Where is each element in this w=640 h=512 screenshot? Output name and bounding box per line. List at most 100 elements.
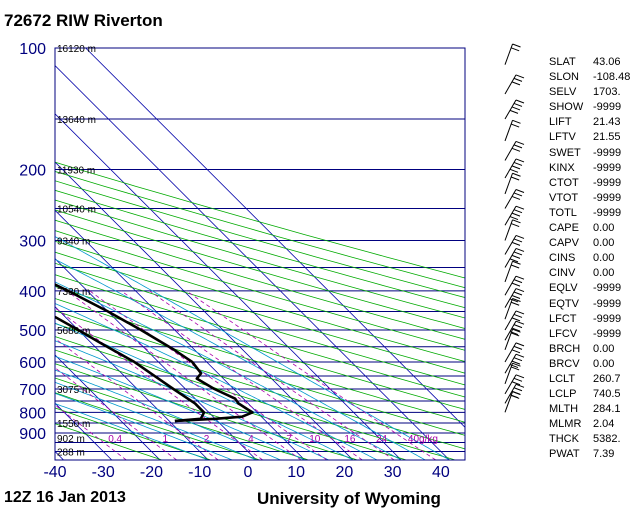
moist-adiabat [55, 258, 426, 460]
wind-barb-feather [511, 360, 521, 365]
index-row: BRCH 0.00 [549, 342, 630, 357]
plot-frame [54, 47, 466, 461]
index-value: 21.43 [593, 116, 621, 129]
wind-barb-feather [513, 77, 523, 82]
wind-barb-icon [504, 172, 521, 195]
wind-barb-icon [504, 342, 525, 363]
wind-barb-feather [510, 123, 520, 128]
station-title: 72672 RIW Riverton [4, 11, 163, 30]
index-row: LCLP 740.5 [549, 387, 630, 402]
mixing-ratio-label: 10 [309, 434, 321, 445]
index-value: 740.5 [593, 388, 621, 401]
index-value: -9999 [593, 327, 622, 340]
wind-barb-staff [504, 363, 513, 385]
mixing-ratio-label: 2 [204, 434, 210, 445]
wind-barb-feather [510, 332, 520, 337]
index-value: 284.1 [593, 403, 621, 416]
wind-barb-staff [504, 205, 517, 226]
height-label: 3075 m [57, 385, 90, 396]
index-value: 0.00 [593, 342, 615, 355]
dry-adiabat [55, 298, 465, 423]
wind-barb-feather [513, 102, 523, 107]
index-value: -9999 [593, 161, 622, 174]
isotherm-line [85, 48, 465, 428]
wind-barb-staff [504, 120, 513, 142]
wind-barb-icon [504, 288, 525, 308]
pressure-tick-label: 300 [19, 233, 46, 250]
wind-barb-feather [511, 106, 521, 111]
wind-barb-feather [515, 99, 525, 104]
dry-adiabat [55, 274, 465, 398]
index-name: CINS [549, 252, 576, 265]
index-row: SLON -108.48 [549, 70, 630, 85]
index-name: SLAT [549, 56, 576, 68]
dry-adiabat [55, 262, 465, 386]
wind-barb-feather [511, 165, 521, 170]
wind-barb-feather [513, 192, 523, 197]
temperature-tick-label: -40 [43, 464, 66, 481]
wind-barb-icon [504, 43, 521, 65]
wind-barb-feather [511, 327, 521, 332]
wind-barb-icon [504, 219, 521, 241]
dry-adiabat [55, 423, 162, 460]
mixing-ratio-label: 4 [248, 434, 254, 445]
pressure-tick-label: 800 [19, 405, 46, 422]
moist-adiabat [55, 236, 450, 460]
pressure-tick-label: 500 [19, 323, 46, 340]
index-row: CINV 0.00 [549, 266, 630, 281]
wind-barb-feather [513, 377, 523, 382]
wind-barb-feather [513, 279, 523, 284]
wind-barb-feather [515, 383, 525, 388]
index-row: PWAT 7.39 [549, 447, 630, 462]
temperature-tick-label: 40 [432, 464, 450, 481]
pressure-tick-label: 900 [19, 426, 46, 443]
index-value: 0.00 [593, 237, 615, 250]
index-row: SWET -9999 [549, 146, 630, 161]
wind-barb-feather [513, 291, 523, 296]
index-value: -9999 [593, 176, 622, 189]
index-value: 0.00 [593, 222, 615, 235]
moist-adiabat [55, 322, 354, 460]
wind-barb-feather [511, 381, 521, 386]
index-row: LIFT 21.43 [549, 115, 630, 130]
wind-barb-feather [509, 216, 519, 221]
dry-adiabat [55, 336, 456, 460]
wind-barb-feather [511, 317, 521, 322]
wind-barb-icon [504, 275, 525, 296]
wind-barb-feather [511, 295, 521, 299]
wind-barb-staff [504, 298, 513, 320]
wind-barb-feather [513, 161, 523, 166]
index-name: LIFT [549, 116, 572, 129]
index-row: LFCV -9999 [549, 327, 630, 342]
index-value: -9999 [593, 101, 622, 114]
index-value: 21.55 [593, 131, 621, 144]
wind-barb-feather [515, 275, 525, 280]
dry-adiabat [55, 240, 465, 362]
wind-barb-feather [512, 172, 521, 177]
wind-barb-staff [504, 320, 517, 341]
temperature-tick-label: -30 [92, 464, 115, 481]
wind-barb-feather [515, 140, 525, 145]
moist-adiabat [55, 369, 281, 460]
isotherm-line [55, 354, 161, 460]
index-value: -9999 [593, 191, 622, 204]
index-name: SLON [549, 71, 579, 84]
index-row: SLAT 43.06 [549, 55, 630, 70]
wind-barb-feather [511, 282, 521, 287]
wind-barb-feather [512, 362, 521, 367]
wind-barb-feather [513, 238, 523, 243]
temperature-profile [55, 283, 254, 423]
index-row: BRCV 0.00 [549, 357, 630, 372]
wind-barb-icon [504, 247, 525, 268]
index-value: 0.00 [593, 357, 615, 370]
index-name: VTOT [549, 191, 579, 204]
index-name: SHOW [549, 101, 584, 114]
credit-label: University of Wyoming [257, 489, 441, 508]
wind-barb-icon [504, 205, 525, 226]
wind-barb-feather [512, 391, 521, 396]
mixing-ratio-line [55, 367, 177, 460]
wind-barb-staff [504, 384, 517, 404]
wind-barb-staff [504, 219, 513, 241]
wind-barb-feather [515, 288, 525, 293]
